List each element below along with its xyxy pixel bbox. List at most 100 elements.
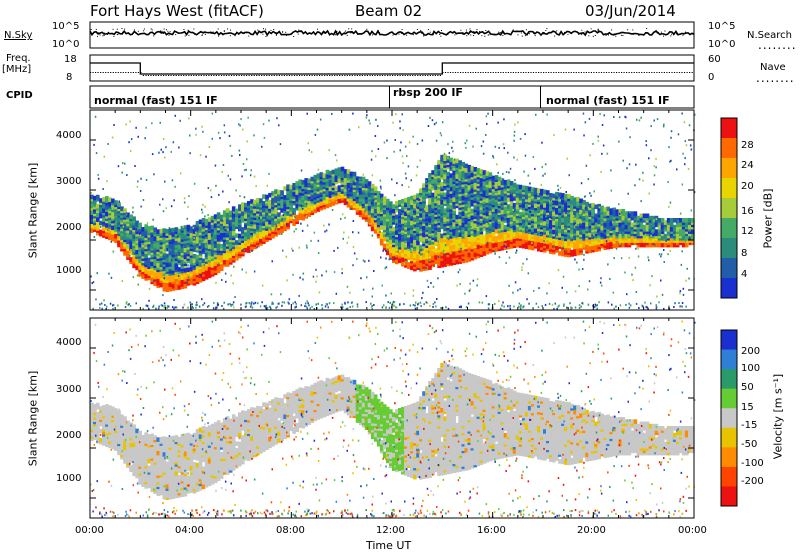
power-cell (198, 226, 203, 231)
power-cell (485, 222, 490, 228)
power-noise (227, 174, 229, 177)
power-noise (429, 116, 431, 119)
power-cell (114, 233, 118, 239)
power-cell (222, 262, 227, 267)
power-cell (90, 214, 94, 220)
nave-dot (636, 72, 638, 73)
power-cell (654, 222, 659, 228)
power-noise (367, 188, 369, 191)
power-cell (407, 230, 411, 236)
power-cell (470, 253, 475, 259)
nave-tick-bottom: 0 (708, 72, 715, 83)
power-cell (373, 229, 378, 234)
nsearch-dot (298, 29, 300, 31)
power-noise (262, 123, 265, 126)
power-noise (573, 225, 576, 228)
power-cell (494, 229, 499, 234)
power-cell (503, 180, 508, 185)
power-cell (241, 227, 245, 232)
power-cell (416, 202, 420, 207)
power-cell (464, 240, 469, 245)
nave-dot (432, 75, 434, 76)
power-cell (195, 268, 200, 273)
nave-dot (427, 75, 429, 76)
power-cell (198, 239, 203, 245)
power-cell (204, 266, 209, 271)
power-cell (494, 175, 499, 180)
nsearch-dot (671, 33, 673, 35)
power-cell (286, 222, 290, 228)
power-noise (618, 236, 621, 239)
nsearch-dot (554, 35, 556, 37)
power-cell (235, 240, 239, 245)
power-cell (440, 233, 444, 239)
power-noise (270, 293, 273, 296)
power-noise (182, 245, 185, 248)
nsearch-dot (217, 28, 219, 30)
power-cell (280, 214, 284, 220)
power-noise (261, 284, 264, 287)
nsearch-dot (627, 29, 629, 31)
power-cell (645, 236, 650, 241)
power-cell (271, 191, 275, 196)
nave-dot (633, 72, 635, 73)
power-noise (581, 199, 584, 202)
power-cell (425, 205, 429, 210)
nsearch-dot (670, 35, 672, 37)
nave-dot (475, 72, 477, 73)
nave-dot (502, 72, 504, 73)
power-cell (458, 225, 462, 231)
power-cell (494, 235, 499, 241)
nave-dot (525, 72, 527, 73)
power-cell (373, 208, 378, 214)
power-noise (118, 200, 120, 203)
power-noise (549, 216, 551, 219)
power-noise (173, 299, 175, 301)
power-noise (538, 234, 540, 237)
power-cell (452, 228, 456, 234)
power-cell (313, 174, 318, 180)
nave-dot (236, 75, 238, 76)
power-cell (177, 285, 182, 290)
power-cell (467, 196, 472, 201)
power-cell (138, 254, 142, 259)
power-noise (243, 196, 246, 199)
nsearch-dot (253, 33, 255, 35)
power-cell (117, 202, 121, 207)
nave-dot (676, 72, 678, 73)
power-cell (533, 228, 538, 233)
power-noise (412, 135, 414, 138)
power-cell (540, 188, 544, 194)
power-cell (555, 191, 559, 197)
power-cell (219, 232, 224, 238)
power-cell (189, 251, 194, 256)
nave-dot (200, 75, 202, 76)
power-noise (279, 143, 282, 146)
nsearch-dot (498, 33, 500, 35)
power-noise (670, 130, 673, 133)
nave-dot (384, 75, 386, 76)
nave-dot (407, 75, 409, 76)
power-cell (159, 258, 164, 263)
nave-dot (457, 72, 459, 73)
power-cell (524, 203, 529, 209)
nsearch-dot (476, 29, 478, 30)
nave-dot (102, 72, 104, 73)
power-cell (189, 266, 194, 272)
nave-dot (246, 75, 248, 76)
power-noise (631, 273, 633, 276)
nave-dot (558, 72, 560, 73)
power-cell (618, 233, 623, 239)
power-cell (192, 224, 197, 230)
power-noise (298, 246, 300, 249)
nsearch-dot (117, 33, 119, 35)
power-cell (171, 227, 176, 233)
nave-dot (387, 75, 389, 76)
nave-dot (605, 72, 608, 73)
nsearch-dot (334, 32, 336, 34)
power-noise (501, 220, 504, 222)
nave-dot (535, 72, 537, 73)
nsearch-dot (517, 34, 519, 36)
power-cell (280, 199, 284, 204)
power-cell (177, 271, 182, 277)
